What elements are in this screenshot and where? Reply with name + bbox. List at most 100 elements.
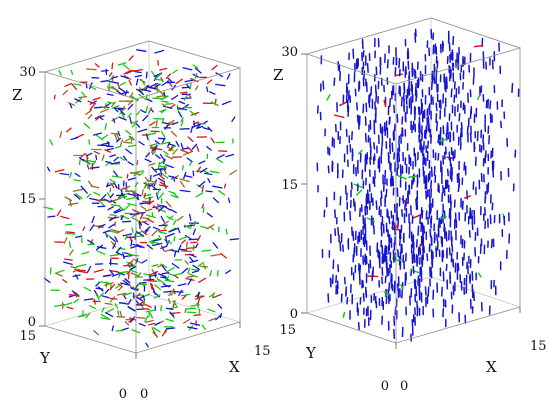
left-glyph [202, 207, 205, 214]
right-x-axis-label: X [486, 358, 497, 376]
left-orientation-field [43, 49, 240, 348]
left-glyph [179, 180, 185, 188]
left-glyph [186, 311, 197, 314]
right-glyph [435, 120, 438, 132]
right-glyph [346, 296, 349, 305]
left-glyph [225, 228, 228, 235]
left-glyph [143, 273, 154, 277]
left-glyph [75, 193, 83, 200]
right-glyph [366, 189, 369, 200]
left-glyph [183, 106, 193, 109]
left-glyph [116, 251, 123, 256]
left-glyph [127, 144, 137, 148]
left-glyph [111, 175, 123, 179]
left-glyph [110, 75, 118, 79]
right-glyph [469, 132, 472, 143]
left-glyph [104, 282, 114, 286]
left-glyph [149, 312, 154, 319]
left-glyph [97, 223, 106, 229]
left-glyph [134, 74, 143, 78]
left-glyph [187, 136, 194, 143]
left-glyph [206, 212, 213, 218]
left-glyph [87, 243, 95, 246]
left-glyph [138, 281, 147, 284]
left-glyph [160, 245, 168, 250]
left-glyph [185, 307, 196, 310]
left-glyph [83, 298, 94, 301]
left-glyph [211, 64, 218, 71]
right-glyph [441, 213, 444, 224]
left-glyph [149, 241, 155, 246]
left-glyph [56, 269, 65, 274]
right-glyph [437, 152, 440, 161]
right-glyph [416, 174, 419, 184]
left-glyph [215, 72, 224, 78]
left-glyph [136, 316, 146, 319]
right-glyph [401, 208, 404, 217]
left-glyph [190, 304, 200, 307]
left-glyph [106, 93, 114, 96]
left-glyph [172, 300, 178, 307]
left-glyph [163, 92, 166, 98]
left-glyph [151, 212, 154, 218]
left-glyph [83, 160, 91, 166]
left-glyph [87, 160, 97, 163]
left-glyph [165, 200, 172, 208]
left-glyph [120, 215, 124, 220]
left-glyph [197, 261, 205, 267]
left-glyph [127, 260, 134, 266]
left-glyph [133, 210, 143, 215]
left-glyph [210, 101, 219, 107]
left-glyph [163, 158, 166, 165]
left-glyph [106, 192, 111, 198]
left-glyph [217, 303, 223, 309]
left-glyph [127, 112, 132, 118]
left-glyph [139, 109, 146, 114]
left-glyph [167, 80, 173, 87]
left-glyph [229, 238, 240, 241]
left-glyph [116, 229, 125, 234]
right-glyph [511, 83, 514, 94]
left-glyph [159, 154, 165, 161]
left-glyph [181, 86, 190, 89]
left-glyph [130, 120, 139, 125]
left-glyph [68, 294, 80, 297]
left-glyph [180, 250, 192, 253]
left-glyph [144, 315, 149, 323]
left-panel: 30 15 0 Z 15 Y 0 0 X 15 [12, 40, 271, 402]
left-glyph [70, 69, 74, 75]
left-glyph [152, 226, 160, 231]
right-glyph [334, 209, 337, 219]
left-glyph [144, 176, 150, 183]
left-glyph [131, 213, 139, 218]
left-glyph [170, 130, 178, 137]
left-glyph [119, 310, 123, 318]
left-glyph [172, 148, 179, 155]
left-glyph [172, 300, 176, 308]
left-glyph [157, 177, 166, 183]
left-glyph [135, 88, 143, 93]
left-glyph [161, 172, 169, 179]
left-glyph [146, 85, 157, 90]
left-glyph [74, 235, 83, 239]
right-glyph [375, 200, 378, 211]
right-glyph [417, 106, 420, 115]
left-glyph [95, 154, 98, 161]
left-glyph [165, 164, 174, 169]
left-glyph [128, 79, 133, 86]
left-glyph [132, 191, 142, 197]
left-glyph [100, 317, 111, 320]
left-glyph [178, 100, 186, 105]
left-glyph [65, 223, 73, 226]
left-glyph [121, 105, 126, 112]
left-glyph [159, 165, 168, 169]
left-glyph [118, 87, 126, 93]
left-glyph [142, 307, 150, 310]
right-glyph [396, 283, 399, 292]
right-glyph [362, 280, 365, 288]
right-glyph [476, 94, 481, 100]
right-glyph [326, 94, 331, 101]
right-glyph [405, 94, 408, 105]
left-glyph [140, 78, 146, 86]
right-glyph [337, 60, 340, 71]
